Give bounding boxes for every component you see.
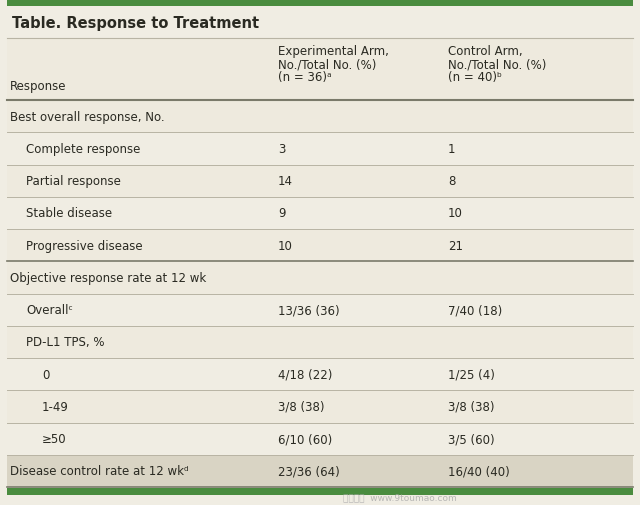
Bar — [7, 230, 633, 262]
Bar — [7, 165, 633, 197]
Text: Objective response rate at 12 wk: Objective response rate at 12 wk — [10, 271, 206, 284]
Bar — [7, 39, 633, 101]
Text: Stable disease: Stable disease — [26, 207, 112, 220]
Text: Response: Response — [10, 80, 67, 93]
Text: Complete response: Complete response — [26, 142, 140, 156]
Text: No./Total No. (%): No./Total No. (%) — [448, 58, 547, 71]
Text: 13/36 (36): 13/36 (36) — [278, 304, 340, 317]
Text: Disease control rate at 12 wkᵈ: Disease control rate at 12 wkᵈ — [10, 465, 189, 477]
Bar — [7, 326, 633, 358]
Text: 8: 8 — [448, 175, 456, 188]
Bar — [7, 7, 633, 39]
Text: (n = 36)ᵃ: (n = 36)ᵃ — [278, 71, 332, 84]
Text: No./Total No. (%): No./Total No. (%) — [278, 58, 376, 71]
Text: Table. Response to Treatment: Table. Response to Treatment — [12, 16, 259, 30]
Text: 1: 1 — [448, 142, 456, 156]
Bar — [7, 294, 633, 326]
Text: PD-L1 TPS, %: PD-L1 TPS, % — [26, 336, 104, 348]
Text: 3/8 (38): 3/8 (38) — [278, 400, 324, 413]
Text: Experimental Arm,: Experimental Arm, — [278, 45, 389, 58]
Text: 3/8 (38): 3/8 (38) — [448, 400, 495, 413]
Bar — [7, 358, 633, 390]
Text: 3/5 (60): 3/5 (60) — [448, 432, 495, 445]
Text: 23/36 (64): 23/36 (64) — [278, 465, 340, 477]
Text: 4/18 (22): 4/18 (22) — [278, 368, 332, 381]
Text: 0: 0 — [42, 368, 49, 381]
Bar — [7, 423, 633, 455]
Text: 21: 21 — [448, 239, 463, 252]
Text: 10: 10 — [448, 207, 463, 220]
Text: 7/40 (18): 7/40 (18) — [448, 304, 502, 317]
Bar — [7, 455, 633, 487]
Text: (n = 40)ᵇ: (n = 40)ᵇ — [448, 71, 502, 84]
Text: 1-49: 1-49 — [42, 400, 69, 413]
Text: Control Arm,: Control Arm, — [448, 45, 523, 58]
Bar — [7, 0, 633, 7]
Text: ≥50: ≥50 — [42, 432, 67, 445]
Bar — [7, 197, 633, 230]
Text: Best overall response, No.: Best overall response, No. — [10, 111, 164, 123]
Text: 健康头条  www.9toumao.com: 健康头条 www.9toumao.com — [343, 492, 457, 501]
Bar — [7, 101, 633, 133]
Text: 14: 14 — [278, 175, 293, 188]
Text: 9: 9 — [278, 207, 285, 220]
Text: 16/40 (40): 16/40 (40) — [448, 465, 509, 477]
Bar — [7, 262, 633, 294]
Text: Overallᶜ: Overallᶜ — [26, 304, 73, 317]
Text: 1/25 (4): 1/25 (4) — [448, 368, 495, 381]
Text: Progressive disease: Progressive disease — [26, 239, 143, 252]
Bar — [7, 488, 633, 495]
Text: 10: 10 — [278, 239, 293, 252]
Text: 6/10 (60): 6/10 (60) — [278, 432, 332, 445]
Bar — [7, 133, 633, 165]
Text: Partial response: Partial response — [26, 175, 121, 188]
Text: 3: 3 — [278, 142, 285, 156]
Bar — [7, 390, 633, 423]
